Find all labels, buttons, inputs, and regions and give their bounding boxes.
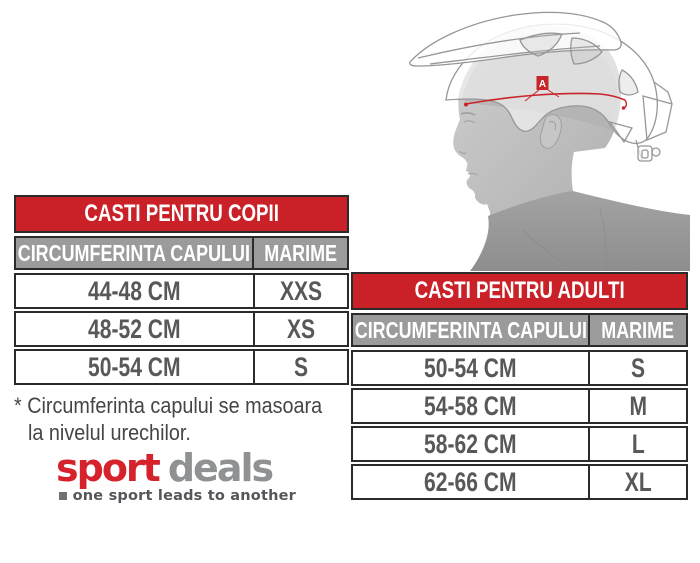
helmet-measurement-illustration: A xyxy=(400,0,695,271)
column-header-circumference: CIRCUMFERINTA CAPULUI xyxy=(354,316,587,343)
children-table-header-row: CIRCUMFERINTA CAPULUI MARIME xyxy=(14,236,349,270)
logo-word-sport: sport xyxy=(56,446,161,490)
circumference-value: 62-66 CM xyxy=(424,466,517,497)
circumference-value: 50-54 CM xyxy=(88,351,181,382)
table-row: 50-54 CM S xyxy=(14,349,349,385)
logo-tagline: one sport leads to another xyxy=(56,488,296,504)
size-value: S xyxy=(588,352,686,384)
circumference-value: 50-54 CM xyxy=(424,352,517,383)
tagline-square-bullet xyxy=(58,492,67,500)
helmet-outline xyxy=(409,11,673,162)
circumference-value: 54-58 CM xyxy=(424,390,517,421)
mouth xyxy=(467,172,479,176)
logo-word-deals: deals xyxy=(167,446,274,490)
children-table-title: CASTI PENTRU COPII xyxy=(14,195,349,233)
circumference-value: 58-62 CM xyxy=(424,428,517,459)
size-value: XXS xyxy=(253,275,347,307)
strap-buckle xyxy=(637,145,653,162)
table-row: 58-62 CM L xyxy=(351,426,688,462)
adults-table-title: CASTI PENTRU ADULTI xyxy=(351,272,688,310)
circumference-value: 48-52 CM xyxy=(88,313,181,344)
footnote-line-1: * Circumferinta capului se masoara xyxy=(14,393,323,418)
table-row: 54-58 CM M xyxy=(351,388,688,424)
ear xyxy=(539,114,562,149)
adults-table-header-row: CIRCUMFERINTA CAPULUI MARIME xyxy=(351,313,688,347)
table-row: 44-48 CM XXS xyxy=(14,273,349,309)
table-row: 50-54 CM S xyxy=(351,350,688,386)
eye xyxy=(463,120,476,124)
helmet-vent xyxy=(570,37,603,65)
column-header-circumference: CIRCUMFERINTA CAPULUI xyxy=(17,239,250,266)
helmet-vent xyxy=(519,32,563,57)
sport-deals-logo: sport deals one sport leads to another xyxy=(56,447,296,504)
nostril xyxy=(458,150,467,154)
table-row: 48-52 CM XS xyxy=(14,311,349,347)
helmet-illustration-svg: A xyxy=(409,11,690,271)
table-row: 62-66 CM XL xyxy=(351,464,688,500)
helmet-rear-panel xyxy=(608,81,673,144)
tagline-text: one sport leads to another xyxy=(72,488,296,504)
measurement-marker-label: A xyxy=(539,79,546,90)
size-value: XS xyxy=(253,313,347,345)
column-header-size: MARIME xyxy=(588,315,686,345)
helmet-vent xyxy=(618,69,639,96)
shirt xyxy=(470,191,690,271)
adults-size-table: CASTI PENTRU ADULTI CIRCUMFERINTA CAPULU… xyxy=(351,272,688,502)
eyebrow xyxy=(460,112,476,116)
logo-wordmark: sport deals xyxy=(56,447,296,489)
size-value: L xyxy=(588,428,686,460)
measurement-marker xyxy=(536,76,549,90)
circumference-value: 44-48 CM xyxy=(88,275,181,306)
column-header-size: MARIME xyxy=(252,238,347,268)
size-value: M xyxy=(588,390,686,422)
measurement-footnote: * Circumferinta capului se masoara la ni… xyxy=(14,392,356,446)
size-value: S xyxy=(253,351,347,383)
footnote-line-2: la nivelul urechilor. xyxy=(28,420,191,445)
size-value: XL xyxy=(588,466,686,498)
children-size-table: CASTI PENTRU COPII CIRCUMFERINTA CAPULUI… xyxy=(14,195,349,387)
measurement-line: A xyxy=(464,76,628,110)
